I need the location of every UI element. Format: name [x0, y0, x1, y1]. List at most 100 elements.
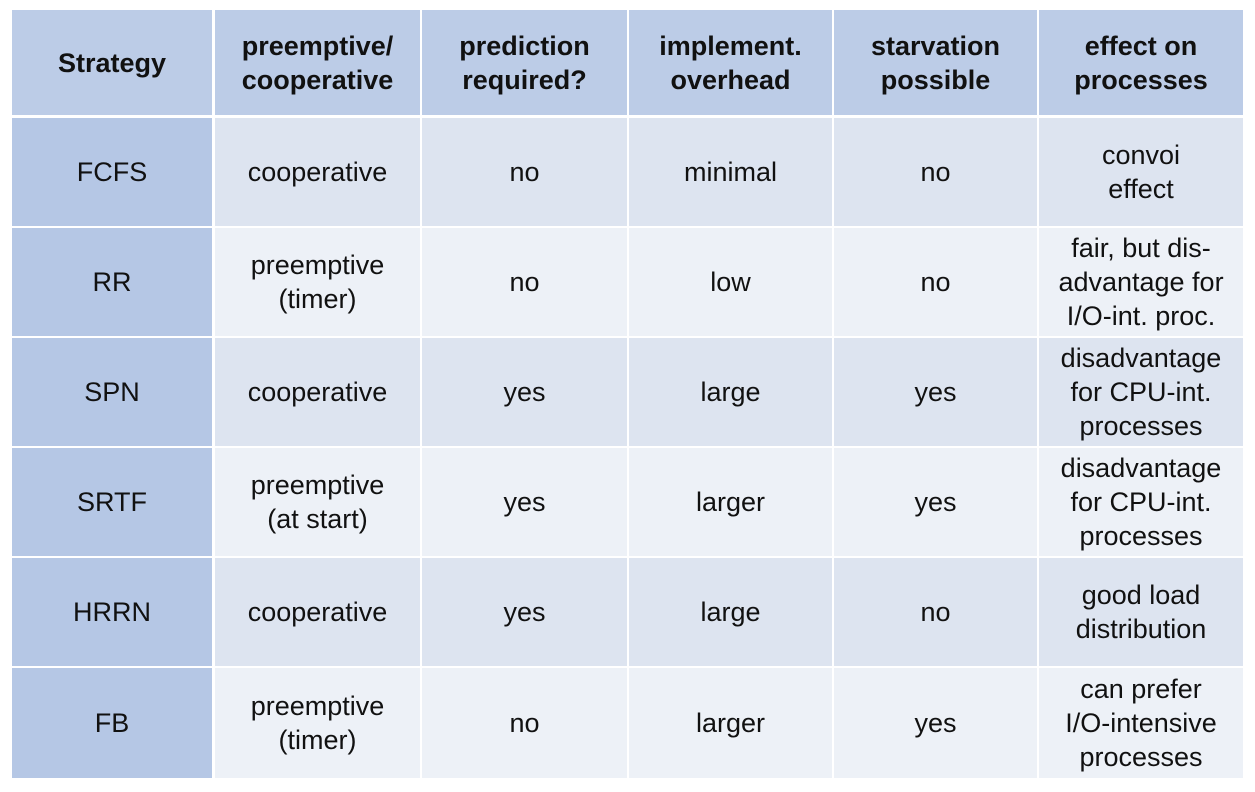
- header-cell: Strategy: [12, 10, 212, 115]
- header-cell: preemptive/cooperative: [215, 10, 420, 115]
- table-cell: SPN: [12, 338, 212, 446]
- cell-text: required?: [462, 64, 587, 95]
- table-cell: yes: [422, 448, 627, 556]
- table-cell: preemptive (timer): [215, 668, 420, 778]
- cell-text: yes: [503, 597, 546, 627]
- cell-text: FB: [94, 708, 130, 738]
- table-cell: fair, but dis-advantage for I/O-int. proc…: [1039, 228, 1243, 336]
- cell-text: distribution: [1075, 614, 1207, 644]
- cell-text: larger: [695, 708, 766, 738]
- cell-text: disadvantage: [1060, 343, 1222, 373]
- cell-text: preemptive: [250, 250, 385, 280]
- cell-text: cooperative: [247, 597, 388, 627]
- cell-text: (timer): [278, 725, 357, 755]
- cell-text: large: [700, 597, 761, 627]
- cell-text: I/O-intensive: [1065, 708, 1217, 738]
- cell-text: FCFS: [76, 157, 148, 187]
- cell-text: preemptive: [250, 470, 385, 500]
- cell-text: yes: [914, 377, 957, 407]
- table-cell: yes: [422, 338, 627, 446]
- cell-text: implement.: [659, 30, 802, 61]
- cell-text: low: [710, 267, 751, 297]
- header-cell: effect on processes: [1039, 10, 1243, 115]
- cell-text: no: [920, 157, 951, 187]
- table-cell: minimal: [629, 118, 832, 226]
- cell-text: Strategy: [57, 47, 167, 78]
- table-cell: disadvantage for CPU-int. processes: [1039, 338, 1243, 446]
- cell-text: cooperative: [247, 377, 388, 407]
- cell-text: for CPU-int.: [1070, 487, 1212, 517]
- cell-text: preemptive/: [241, 30, 394, 61]
- table-cell: no: [422, 668, 627, 778]
- cell-text: disadvantage: [1060, 453, 1222, 483]
- table-cell: can prefer I/O-intensive processes: [1039, 668, 1243, 778]
- cell-text: processes: [1079, 742, 1203, 772]
- table-cell: large: [629, 558, 832, 666]
- table-cell: no: [422, 118, 627, 226]
- cell-text: yes: [503, 377, 546, 407]
- table-cell: no: [834, 558, 1037, 666]
- cell-text: convoi: [1101, 140, 1181, 170]
- cell-text: no: [509, 267, 540, 297]
- cell-text: yes: [914, 708, 957, 738]
- cell-text: no: [509, 708, 540, 738]
- cell-text: preemptive: [250, 691, 385, 721]
- cell-text: overhead: [670, 64, 791, 95]
- cell-text: I/O-int. proc.: [1066, 301, 1216, 331]
- header-cell: prediction required?: [422, 10, 627, 115]
- cell-text: large: [700, 377, 761, 407]
- cell-text: no: [920, 597, 951, 627]
- cell-text: cooperative: [241, 64, 394, 95]
- cell-text: processes: [1079, 521, 1203, 551]
- table-cell: no: [422, 228, 627, 336]
- cell-text: possible: [880, 64, 991, 95]
- table-cell: no: [834, 118, 1037, 226]
- table-cell: SRTF: [12, 448, 212, 556]
- cell-text: larger: [695, 487, 766, 517]
- cell-text: for CPU-int.: [1070, 377, 1212, 407]
- table-cell: yes: [422, 558, 627, 666]
- cell-text: RR: [92, 267, 132, 297]
- cell-text: SPN: [84, 377, 140, 407]
- table-cell: yes: [834, 448, 1037, 556]
- cell-text: processes: [1079, 411, 1203, 441]
- table-cell: low: [629, 228, 832, 336]
- table-cell: larger: [629, 668, 832, 778]
- cell-text: can prefer: [1080, 674, 1202, 704]
- cell-text: effect: [1108, 174, 1174, 204]
- table-cell: good load distribution: [1039, 558, 1243, 666]
- table-cell: cooperative: [215, 558, 420, 666]
- table-cell: yes: [834, 668, 1037, 778]
- cell-text: processes: [1074, 64, 1208, 95]
- header-cell: starvation possible: [834, 10, 1037, 115]
- table-cell: disadvantage for CPU-int. processes: [1039, 448, 1243, 556]
- table-cell: yes: [834, 338, 1037, 446]
- cell-text: yes: [503, 487, 546, 517]
- table-cell: no: [834, 228, 1037, 336]
- table-cell: preemptive (timer): [215, 228, 420, 336]
- cell-text: minimal: [683, 157, 777, 187]
- cell-text: good load: [1081, 580, 1201, 610]
- table-cell: RR: [12, 228, 212, 336]
- table-cell: cooperative: [215, 338, 420, 446]
- cell-text: starvation: [870, 30, 1001, 61]
- table-cell: cooperative: [215, 118, 420, 226]
- table-cell: convoi effect: [1039, 118, 1243, 226]
- table-cell: HRRN: [12, 558, 212, 666]
- cell-text: advantage for: [1058, 267, 1224, 297]
- cell-text: yes: [914, 487, 957, 517]
- header-cell: implement. overhead: [629, 10, 832, 115]
- cell-text: cooperative: [247, 157, 388, 187]
- cell-text: (at start): [267, 504, 368, 534]
- cell-text: SRTF: [76, 487, 147, 517]
- table-cell: larger: [629, 448, 832, 556]
- cell-text: fair, but dis-: [1071, 233, 1211, 263]
- table-cell: large: [629, 338, 832, 446]
- table-cell: FCFS: [12, 118, 212, 226]
- cell-text: effect on: [1084, 30, 1198, 61]
- cell-text: (timer): [278, 284, 357, 314]
- table-cell: preemptive (at start): [215, 448, 420, 556]
- cell-text: no: [920, 267, 951, 297]
- cell-text: no: [509, 157, 540, 187]
